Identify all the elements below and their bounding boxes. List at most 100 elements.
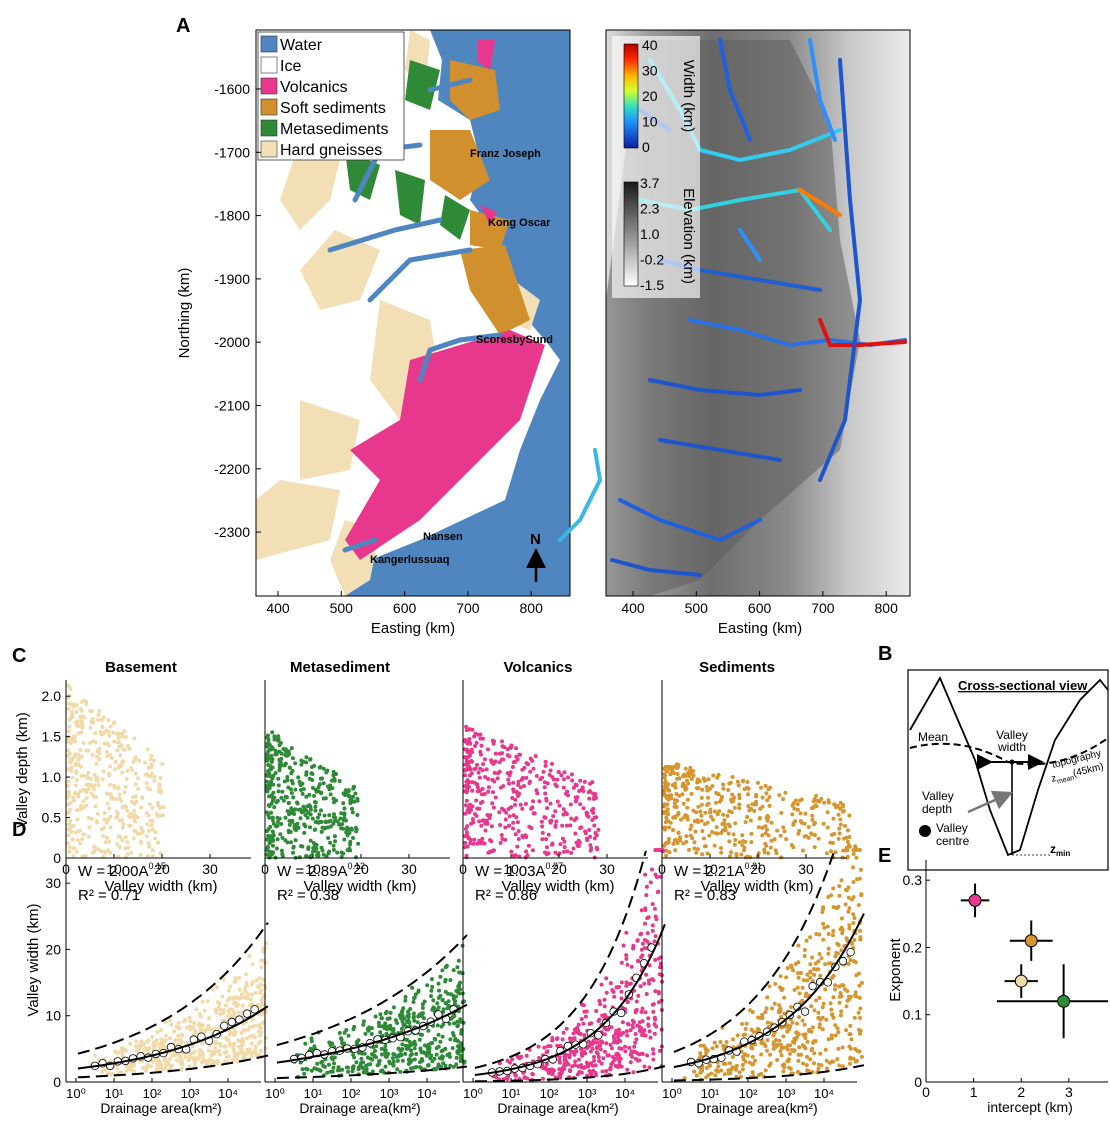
panel-d-point [765,1048,769,1053]
panel-d-point [239,992,244,997]
panel-c-point [847,835,852,839]
panel-d-point [812,1008,817,1013]
panel-d-point [858,937,863,942]
panel-d-point [655,890,660,895]
panel-c-point [531,766,536,771]
panel-d-point [615,1051,620,1056]
panel-d-point [792,987,797,992]
panel-c-point [493,795,498,800]
panel-c-point [667,825,672,830]
panel-c-point [478,749,483,754]
panel-d-point [612,994,617,999]
panel-c-point [513,802,517,807]
panel-d-point [579,1065,584,1070]
panel-c-point [480,786,485,791]
panel-d-point [840,983,845,987]
panel-d-point [839,1009,844,1014]
panel-c-point [84,782,89,787]
panel-c-point [550,761,554,766]
panel-c-point [81,715,86,720]
panel-d-point [458,1019,463,1024]
panel-d-point [599,1039,604,1044]
panel-d-point [844,1004,849,1009]
panel-d-point [577,1070,582,1074]
panel-d-point [606,1027,611,1032]
panel-d-point [217,1049,222,1053]
panel-d-point [797,991,802,996]
panel-d-point [240,1043,245,1048]
panel-d-point [574,1049,579,1054]
panel-c-point [811,805,816,810]
panel-c-point [287,765,292,770]
panel-c-point [122,747,127,752]
panel-d-point [826,951,831,956]
panel-d-bin-mean [617,1008,626,1018]
panel-c-point [664,853,669,858]
panel-d-point [237,975,242,980]
panel-c-point [798,819,803,824]
panel-d-point [821,1001,826,1006]
panel-d-point [808,1057,813,1062]
panel-c-point [478,736,483,741]
panel-d-point [840,931,845,936]
valley-centre-label: Valley centre [936,821,970,848]
panel-d-point [821,921,826,926]
panel-d-point [712,1040,717,1045]
panel-c-point [478,732,483,737]
panel-c-point [505,747,510,752]
panel-d-point [782,1065,787,1070]
panel-c-point [332,800,337,805]
panel-c-point [314,789,319,794]
panel-c-point [553,823,558,828]
panel-d-point [455,1019,460,1024]
panel-c-point [341,791,346,796]
panel-c-point [683,787,688,792]
panel-c-point [765,798,770,803]
panel-d-point [163,1033,168,1038]
panel-c-point [742,848,747,853]
panel-d-point [749,1045,754,1050]
panel-c-point [754,794,759,799]
panel-c-point [356,841,361,846]
panel-d-point [557,1058,562,1063]
panel-c-point [543,759,548,764]
panel-c-point [351,836,355,840]
panel-c-point [675,772,680,776]
panel-c-point [483,828,488,833]
panel-d-point [745,1053,750,1058]
panel-d-point [404,1037,409,1042]
panel-c-point [498,840,503,845]
panel-c-point [117,818,122,823]
panel-c-point [88,708,93,713]
panel-d-point [194,1007,199,1012]
panel-c-y-tick-label: 0 [53,850,61,866]
panel-c-point [694,850,699,855]
panel-d-point [458,970,463,975]
panel-d-point [247,1003,252,1008]
panel-d-point [642,938,647,942]
panel-c-point [740,843,745,848]
panel-c-point [821,821,826,826]
panel-d-point [373,1049,377,1053]
panel-d-lower-envelope [276,1065,468,1080]
panel-c-point [474,782,479,787]
panel-c-point [765,818,770,823]
panel-c-point [673,785,678,790]
panel-d-point [751,1062,756,1067]
panel-d-point [604,1041,609,1046]
panel-c-point [352,799,357,804]
panel-c-point [673,798,678,803]
panel-d-point [851,921,856,925]
panel-c-point [108,850,113,855]
panel-c-point [503,825,508,830]
panel-c-point [150,854,155,858]
panel-d-point [601,1056,606,1061]
panel-c-point [321,781,326,786]
panel-c-point [304,854,309,858]
panel-d-point [785,966,790,971]
panel-c-point [547,772,552,777]
panel-d-point [591,1038,596,1043]
panel-d-point [243,989,248,994]
panel-c-point [111,730,116,735]
panel-c-point [120,734,125,739]
